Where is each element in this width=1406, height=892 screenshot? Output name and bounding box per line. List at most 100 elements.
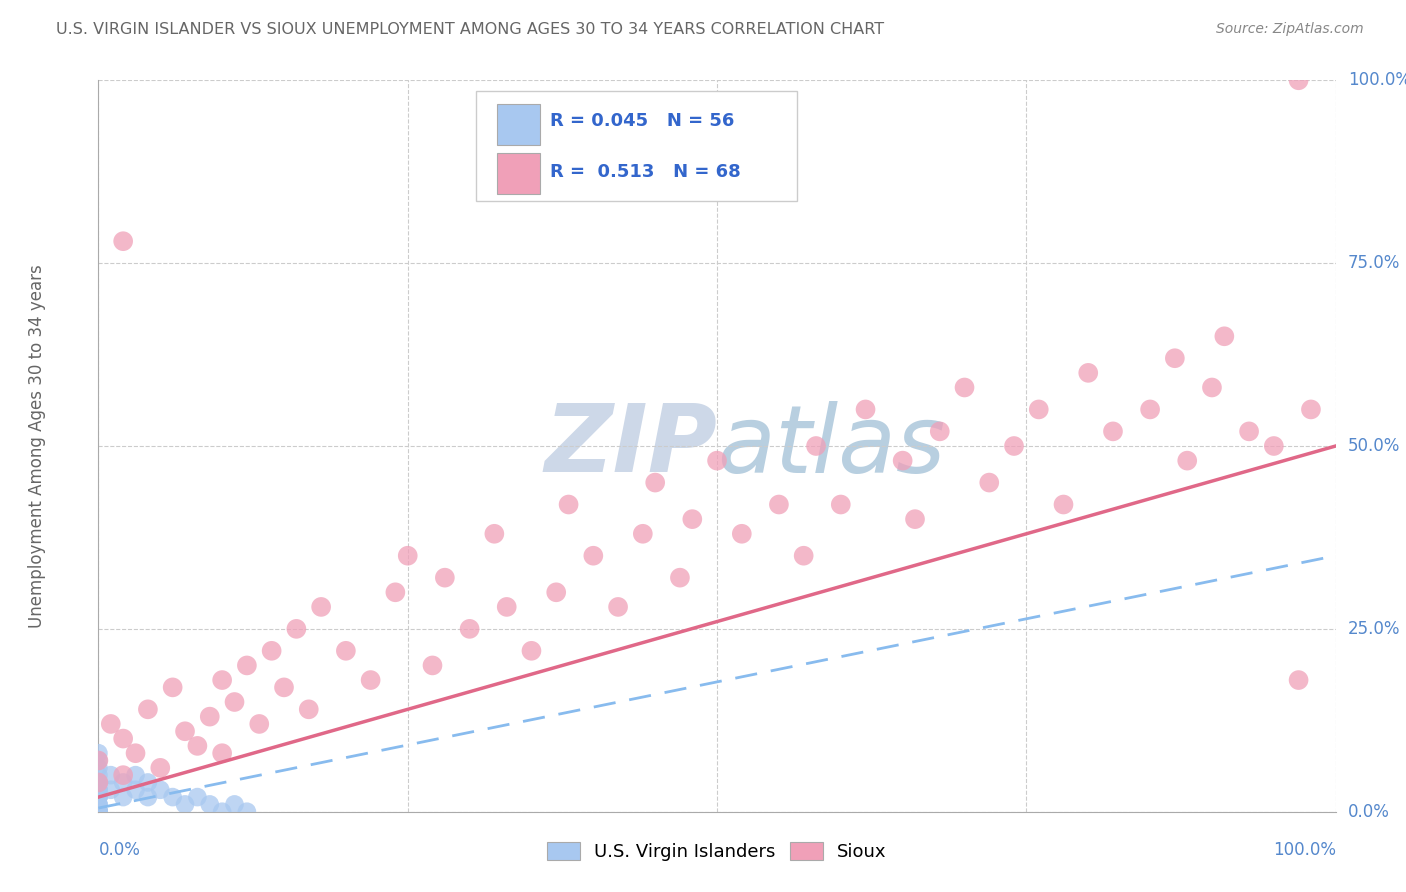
Point xyxy=(87,782,110,797)
Point xyxy=(87,805,110,819)
Point xyxy=(731,526,754,541)
Point xyxy=(112,731,135,746)
Point xyxy=(224,695,246,709)
Point xyxy=(224,797,246,812)
Point xyxy=(87,768,110,782)
Point xyxy=(582,549,605,563)
Point xyxy=(112,768,135,782)
Point xyxy=(928,425,950,439)
Point xyxy=(87,746,110,760)
Point xyxy=(87,805,110,819)
Text: Unemployment Among Ages 30 to 34 years: Unemployment Among Ages 30 to 34 years xyxy=(28,264,45,628)
Point xyxy=(1288,73,1310,87)
Point xyxy=(100,717,122,731)
Text: 0.0%: 0.0% xyxy=(98,841,141,859)
Point xyxy=(644,475,666,490)
Point xyxy=(87,790,110,805)
Point xyxy=(607,599,630,614)
Point xyxy=(87,805,110,819)
Text: U.S. VIRGIN ISLANDER VS SIOUX UNEMPLOYMENT AMONG AGES 30 TO 34 YEARS CORRELATION: U.S. VIRGIN ISLANDER VS SIOUX UNEMPLOYME… xyxy=(56,22,884,37)
Point xyxy=(335,644,357,658)
Point xyxy=(87,805,110,819)
Text: R = 0.045   N = 56: R = 0.045 N = 56 xyxy=(550,112,734,129)
Point xyxy=(124,768,146,782)
Point xyxy=(855,402,877,417)
Point xyxy=(631,526,654,541)
Text: 75.0%: 75.0% xyxy=(1348,254,1400,272)
Point xyxy=(87,805,110,819)
Point xyxy=(162,790,184,805)
Point xyxy=(236,658,259,673)
Point xyxy=(546,585,568,599)
Bar xyxy=(496,153,540,194)
Point xyxy=(124,746,146,760)
Point xyxy=(87,775,110,789)
Point xyxy=(1028,402,1050,417)
Point xyxy=(458,622,481,636)
Point xyxy=(1102,425,1125,439)
Point xyxy=(484,526,506,541)
Point xyxy=(100,782,122,797)
Text: ZIP: ZIP xyxy=(544,400,717,492)
Point xyxy=(669,571,692,585)
Point xyxy=(87,797,110,812)
Point xyxy=(211,673,233,687)
Point xyxy=(285,622,308,636)
Point xyxy=(520,644,543,658)
Bar xyxy=(496,104,540,145)
Point xyxy=(557,498,579,512)
Point xyxy=(136,775,159,789)
Point xyxy=(87,790,110,805)
Point xyxy=(87,805,110,819)
Point xyxy=(953,380,976,394)
Point xyxy=(87,782,110,797)
Point xyxy=(211,746,233,760)
Point xyxy=(87,790,110,805)
Point xyxy=(100,768,122,782)
Point xyxy=(87,797,110,812)
Point xyxy=(260,644,283,658)
Text: atlas: atlas xyxy=(717,401,945,491)
Text: 100.0%: 100.0% xyxy=(1348,71,1406,89)
Point xyxy=(1077,366,1099,380)
Point xyxy=(87,805,110,819)
Text: 50.0%: 50.0% xyxy=(1348,437,1400,455)
Point xyxy=(1288,673,1310,687)
Point xyxy=(124,782,146,797)
Point xyxy=(891,453,914,467)
Point xyxy=(87,805,110,819)
Point xyxy=(87,797,110,812)
Point xyxy=(87,775,110,789)
Point xyxy=(198,709,221,723)
Point xyxy=(87,775,110,789)
Point xyxy=(1201,380,1223,394)
Point xyxy=(804,439,827,453)
Point xyxy=(149,761,172,775)
FancyBboxPatch shape xyxy=(475,91,797,201)
Text: R =  0.513   N = 68: R = 0.513 N = 68 xyxy=(550,162,741,181)
Point xyxy=(87,805,110,819)
Point xyxy=(87,805,110,819)
Point xyxy=(681,512,703,526)
Point xyxy=(495,599,517,614)
Point xyxy=(247,717,270,731)
Point xyxy=(768,498,790,512)
Point xyxy=(112,790,135,805)
Point xyxy=(198,797,221,812)
Point xyxy=(87,805,110,819)
Point xyxy=(186,739,208,753)
Point xyxy=(87,805,110,819)
Text: Source: ZipAtlas.com: Source: ZipAtlas.com xyxy=(1216,22,1364,37)
Point xyxy=(1175,453,1198,467)
Point xyxy=(87,805,110,819)
Point xyxy=(87,805,110,819)
Point xyxy=(360,673,382,687)
Point xyxy=(112,775,135,789)
Point xyxy=(979,475,1001,490)
Point xyxy=(136,702,159,716)
Point xyxy=(87,805,110,819)
Point xyxy=(433,571,456,585)
Point xyxy=(174,724,197,739)
Point xyxy=(87,761,110,775)
Point xyxy=(87,805,110,819)
